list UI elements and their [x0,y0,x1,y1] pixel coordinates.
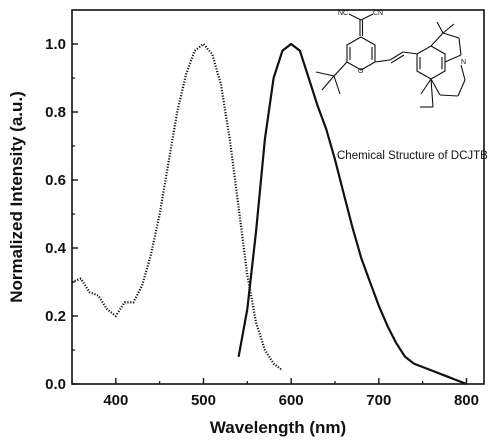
x-tick-label-600: 600 [279,392,304,409]
y-tick-label-2: 0.4 [45,240,67,257]
x-axis-title: Wavelength (nm) [210,418,346,437]
emission-spectrum-line [237,42,467,386]
x-tick-label-500: 500 [191,392,216,409]
x-tick-label-400: 400 [103,392,128,409]
x-tick-label-800: 800 [454,392,479,409]
nc-label: NC [338,10,348,17]
axis-ticks [71,43,468,385]
x-tick-label-700: 700 [366,392,391,409]
cn-label: CN [373,10,383,17]
y-tick-label-1: 0.2 [45,308,66,325]
tick-labels: 400 500 600 700 800 0.0 0.2 0.4 0.6 0.8 1.0 [45,36,479,409]
nitrogen-label: N [461,59,466,66]
oxygen-label: O [358,68,364,75]
absorption-spectrum-line [71,42,284,372]
series-layer [71,42,467,386]
y-tick-label-4: 0.8 [45,104,66,121]
y-tick-label-5: 1.0 [45,36,66,53]
y-tick-label-0: 0.0 [45,376,66,393]
y-tick-label-3: 0.6 [45,172,66,189]
structure-caption: Chemical Structure of DCJTB [337,150,488,162]
plot-frame [71,9,485,385]
dcjtb-structure-icon [315,13,466,108]
y-axis-title: Normalized Intensity (a.u.) [7,91,26,303]
